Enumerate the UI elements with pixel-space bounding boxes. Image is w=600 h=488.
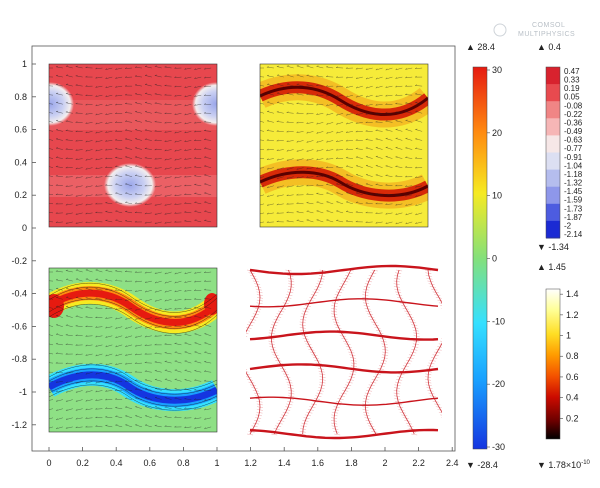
colorbar-red-white-blue-tick: -0.08: [564, 101, 583, 110]
x-tick-label: 0.8: [177, 458, 190, 468]
watermark-logo: COMSOL MULTIPHYSICS: [493, 22, 575, 38]
colorbar-red-white-blue-tick: -2.14: [564, 230, 583, 239]
colorbar-rainbow-tick: -10: [492, 316, 505, 326]
y-tick-label: 0.8: [14, 92, 27, 102]
panel-top-right: [260, 64, 428, 227]
svg-text:COMSOL: COMSOL: [532, 22, 565, 29]
colorbar-red-white-blue-tick: -2: [564, 221, 572, 230]
colorbar-heat-tick: 0.4: [566, 393, 579, 403]
y-tick-label: 0: [22, 223, 27, 233]
y-tick-label: 0.6: [14, 125, 27, 135]
panel-top-right-border: [259, 63, 429, 228]
panel-bottom-right: [246, 264, 442, 440]
x-tick-label: 1: [214, 458, 219, 468]
colorbar-red-white-blue-tick: -0.91: [564, 153, 583, 162]
colorbar-red-white-blue-swatch: [546, 169, 560, 188]
colorbar-red-white-blue-swatch: [546, 220, 560, 239]
colorbar-rainbow: 30 20 10 0 -10 -20 -30 ▲ 28.4 ▼ -28.4: [466, 42, 505, 470]
colorbar-heat-tick: 1: [566, 331, 571, 341]
colorbar-heat: 1.4 1.2 1 0.8 0.6 0.4 0.2 ▲ 1.45 ▼ 1.78×10-10: [537, 262, 591, 470]
colorbar-heat-tick: 1.4: [566, 289, 579, 299]
panel-bottom-left-border: [48, 267, 218, 433]
x-tick-label: 1.6: [312, 458, 325, 468]
x-tick-label: 0.4: [110, 458, 123, 468]
colorbar-red-white-blue-swatch: [546, 135, 560, 153]
colorbar-red-white-blue-tick: -1.32: [564, 179, 583, 188]
colorbar-rainbow-tick: 20: [492, 128, 502, 138]
colorbar-red-white-blue-swatch: [546, 101, 560, 119]
colorbar-rainbow-tick: 30: [492, 65, 502, 75]
plot-frame: [31, 45, 456, 452]
y-tick-label: 1: [22, 59, 27, 69]
colorbar-red-white-blue-tick: -1.87: [564, 213, 583, 222]
y-tick-label: -0.4: [11, 289, 27, 299]
colorbar-red-white-blue-swatch: [546, 203, 560, 222]
svg-text:MULTIPHYSICS: MULTIPHYSICS: [518, 31, 575, 38]
colorbar-heat-tick: 0.8: [566, 351, 579, 361]
panel-top-left-border: [48, 63, 218, 228]
colorbar-rainbow-tick: -20: [492, 379, 505, 389]
colorbar-red-white-blue-tick: 0.47: [564, 67, 580, 76]
colorbar-red-white-blue-tick: -0.63: [564, 136, 583, 145]
x-tick-label: 0: [46, 458, 51, 468]
x-tick-label: 1.8: [345, 458, 358, 468]
colorbar-red-white-blue-tick: 0.05: [564, 93, 580, 102]
colorbar-red-white-blue-tick: -0.36: [564, 118, 583, 127]
y-tick-label: -0.2: [11, 256, 27, 266]
colorbar-rainbow-tick: 10: [492, 191, 502, 201]
y-tick-label: -0.8: [11, 354, 27, 364]
colorbar-heat-tick: 0.2: [566, 413, 579, 423]
colorbar-red-white-blue-tick: -1.18: [564, 170, 583, 179]
x-tick-label: 2.2: [412, 458, 425, 468]
x-tick-label: 2: [382, 458, 387, 468]
colorbar-red-white-blue-tick: -0.49: [564, 127, 583, 136]
colorbar-red-white-blue-tick: -0.22: [564, 110, 583, 119]
colorbar-red-white-blue-swatch: [546, 152, 560, 171]
colorbar-red-white-blue-tick: -1.04: [564, 161, 583, 170]
colorbar-red-white-blue-max: ▲ 0.4: [537, 42, 561, 52]
y-tick-label: -0.6: [11, 321, 27, 331]
y-tick-label: 0.4: [14, 157, 27, 167]
colorbar-red-white-blue-tick: -1.45: [564, 187, 583, 196]
y-tick-label: 0.2: [14, 190, 27, 200]
colorbar-red-white-blue-min: ▼ -1.34: [537, 242, 569, 252]
colorbar-heat-max: ▲ 1.45: [537, 262, 566, 272]
colorbar-rainbow-tick: -30: [492, 442, 505, 452]
colorbar-red-white-blue: 0.470.330.190.05-0.08-0.22-0.36-0.49-0.6…: [537, 42, 583, 252]
y-tick-label: -1: [19, 387, 27, 397]
x-tick-label: 0.2: [76, 458, 89, 468]
colorbar-red-white-blue-tick: -1.59: [564, 196, 583, 205]
colorbar-red-white-blue-tick: 0.33: [564, 76, 580, 85]
y-axis: 1 0.8 0.6 0.4 0.2 0 -0.2 -0.4 -0.6 -0.8 -1 -1.2: [11, 59, 36, 430]
colorbar-rainbow-max: ▲ 28.4: [466, 42, 495, 52]
colorbar-red-white-blue-swatch: [546, 186, 560, 205]
x-tick-label: 2.4: [446, 458, 459, 468]
colorbar-red-white-blue-swatch: [546, 84, 560, 102]
colorbar-rainbow-min: ▼ -28.4: [466, 460, 498, 470]
y-tick-label: -1.2: [11, 420, 27, 430]
colorbar-red-white-blue-swatch: [546, 67, 560, 85]
panel-top-left: [49, 64, 217, 227]
x-tick-label: 1.2: [244, 458, 257, 468]
colorbar-red-white-blue-swatch: [546, 118, 560, 136]
colorbar-red-white-blue-tick: -0.77: [564, 144, 583, 153]
x-tick-label: 0.6: [144, 458, 157, 468]
colorbar-heat-tick: 1.2: [566, 310, 579, 320]
panel-bottom-left: [49, 268, 217, 432]
colorbar-heat-tick: 0.6: [566, 372, 579, 382]
colorbar-rainbow-tick: 0: [492, 254, 497, 264]
colorbar-red-white-blue-tick: 0.19: [564, 84, 580, 93]
colorbar-heat-min: ▼ 1.78×10-10: [537, 460, 591, 470]
x-tick-label: 1.4: [278, 458, 291, 468]
colorbar-red-white-blue-tick: -1.73: [564, 204, 583, 213]
x-axis: 0 0.2 0.4 0.6 0.8 1 1.2 1.4 1.6 1.8 2 2.2 2.4: [46, 447, 458, 468]
